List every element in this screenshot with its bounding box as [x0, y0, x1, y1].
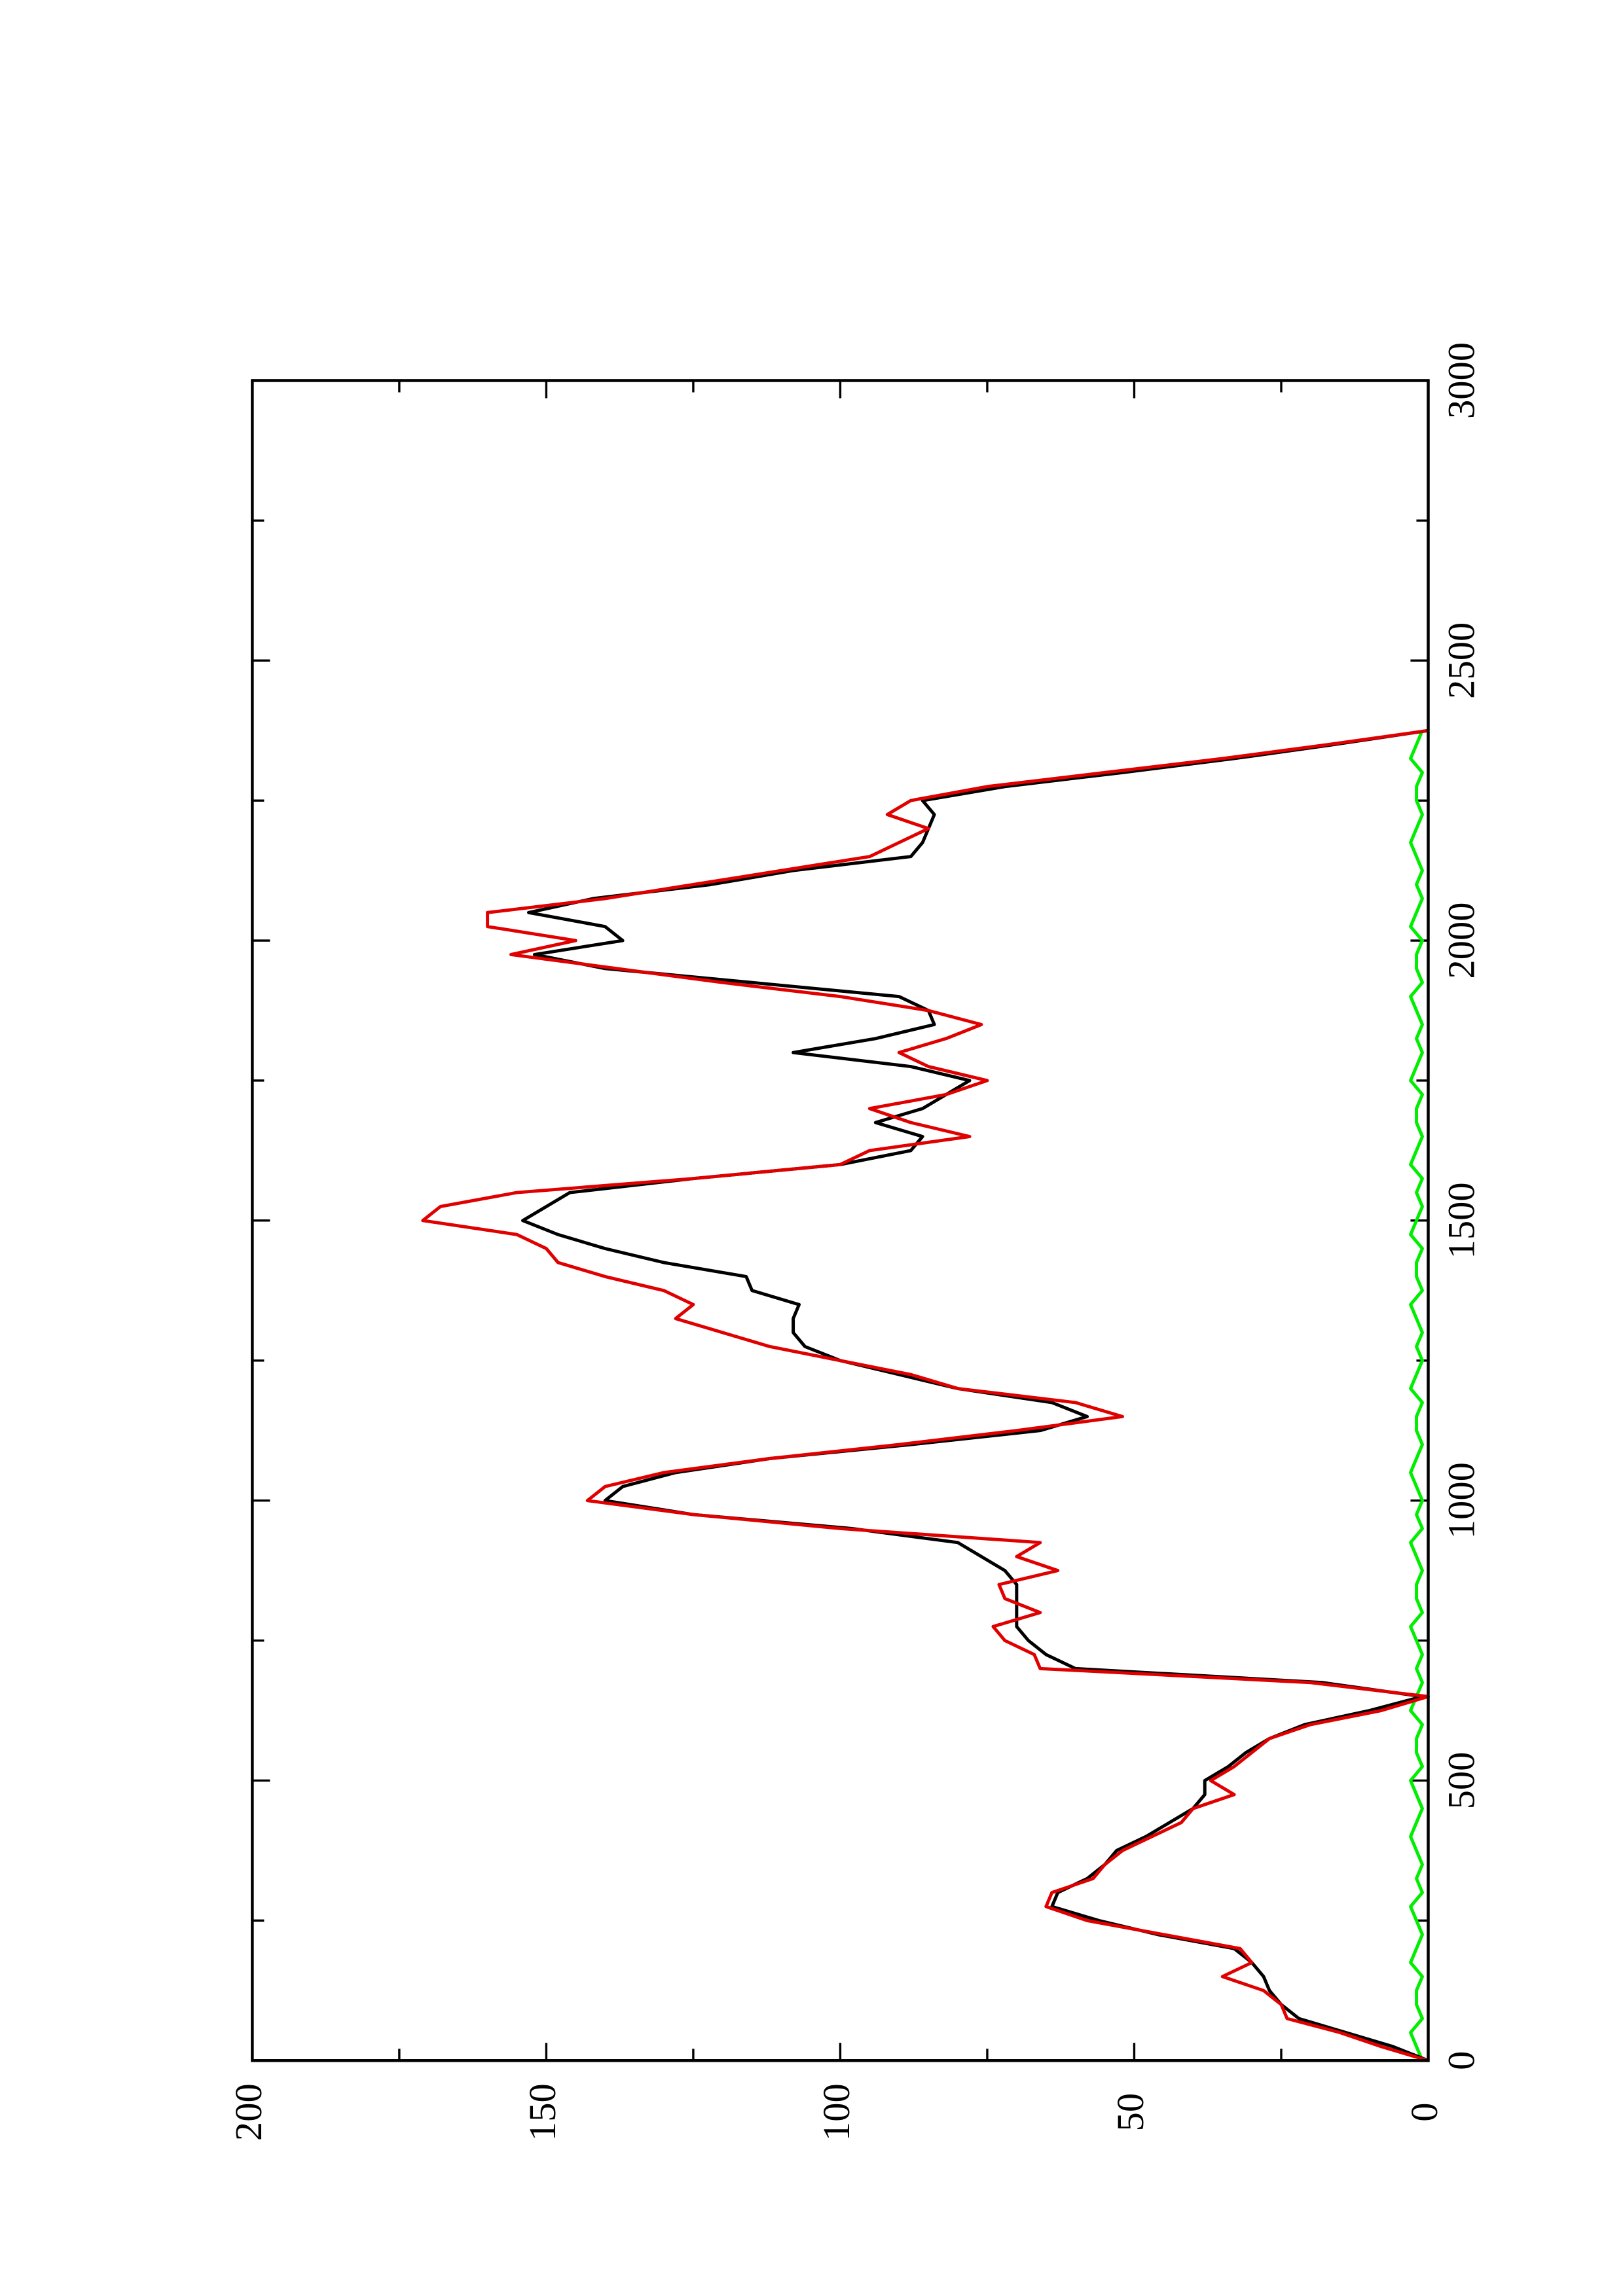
x-tick-label: 2500 — [1440, 622, 1482, 699]
x-tick-label: 1000 — [1440, 1462, 1482, 1539]
y-tick-label: 100 — [815, 2083, 858, 2141]
x-tick-label: 500 — [1440, 1752, 1482, 1810]
plot-area: 0 500 1000 1500 2000 2500 3000 0 50 100 150 200 — [227, 342, 1482, 2141]
x-tick-label: 1500 — [1440, 1182, 1482, 1259]
plot-frame — [251, 379, 1430, 2062]
y-tick-label: 150 — [521, 2083, 564, 2141]
series-line — [421, 728, 1430, 2062]
y-tick-label: 200 — [227, 2083, 270, 2141]
y-tick-label: 50 — [1109, 2093, 1152, 2132]
series-line — [1409, 730, 1424, 2062]
x-tick-label: 3000 — [1440, 342, 1482, 419]
x-tick-label: 2000 — [1440, 902, 1482, 978]
y-tick-label: 0 — [1403, 2103, 1446, 2122]
x-tick-label: 0 — [1440, 2051, 1482, 2070]
